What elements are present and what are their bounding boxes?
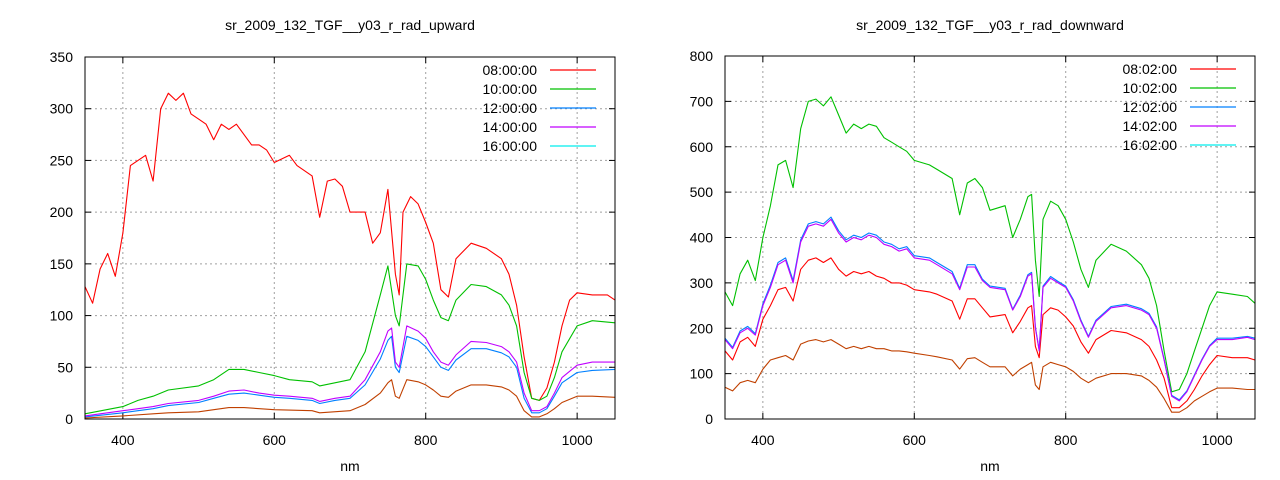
legend-label: 12:00:00	[483, 100, 538, 116]
chart-title: sr_2009_132_TGF__y03_r_rad_upward	[225, 17, 475, 33]
legend-item: 14:02:00	[1123, 118, 1236, 134]
legend-item: 08:02:00	[1123, 61, 1236, 77]
series-line-100200	[724, 96, 1256, 393]
series-line-120000	[84, 335, 616, 418]
legend: 08:00:00 10:00:00 12:00:00 14:00:00 16:00:00	[483, 62, 596, 154]
legend-label: 14:02:00	[1123, 118, 1178, 134]
legend-item: 14:00:00	[483, 119, 596, 135]
chart-downward: 0 100 200 300 400 500 600 700 800 400 600 800 1000 08…	[690, 17, 1256, 474]
y-tick-label: 600	[690, 139, 714, 155]
x-tick-label: 800	[414, 432, 438, 448]
legend-item: 12:02:00	[1123, 99, 1236, 115]
x-tick-label: 600	[903, 432, 927, 448]
legend-item: 08:00:00	[483, 62, 596, 78]
legend-label: 16:00:00	[483, 138, 538, 154]
y-tick-label: 250	[50, 152, 74, 168]
y-tick-label: 0	[705, 411, 713, 427]
plot-border	[84, 56, 616, 420]
series-line-080000	[84, 92, 616, 401]
legend-label: 14:00:00	[483, 119, 538, 135]
y-tick-label: 300	[50, 101, 74, 117]
y-tick-label: 50	[57, 359, 73, 375]
legend-label: 12:02:00	[1123, 99, 1178, 115]
plot-border	[724, 55, 1256, 420]
legend-item: 12:00:00	[483, 100, 596, 116]
y-tick-label: 0	[65, 411, 73, 427]
chart-upward: 0 50 100 150 200 250 300 350 400 600 800 1000 08:00:…	[50, 17, 616, 474]
y-tick-label: 300	[690, 275, 714, 291]
legend-label: 10:00:00	[483, 81, 538, 97]
x-tick-label: 600	[263, 432, 287, 448]
legend-label: 16:02:00	[1123, 137, 1178, 153]
y-tick-label: 150	[50, 256, 74, 272]
y-tick-label: 400	[690, 230, 714, 246]
y-tick-label: 800	[690, 48, 714, 64]
legend-label: 10:02:00	[1123, 80, 1178, 96]
legend-label: 08:02:00	[1123, 61, 1178, 77]
x-tick-label: 400	[751, 432, 775, 448]
legend-item: 16:00:00	[483, 138, 596, 154]
series-line-080200	[724, 257, 1256, 409]
y-tick-label: 350	[50, 49, 74, 65]
y-tick-label: 200	[50, 204, 74, 220]
legend-item: 16:02:00	[1123, 137, 1236, 153]
series-line-140000	[84, 325, 615, 417]
legend-item: 10:00:00	[483, 81, 596, 97]
y-tick-label: 100	[690, 366, 714, 382]
y-tick-label: 500	[690, 184, 714, 200]
y-tick-label: 700	[690, 93, 714, 109]
x-tick-label: 800	[1054, 432, 1078, 448]
series-line-140200	[724, 218, 1256, 402]
legend: 08:02:00 10:02:00 12:02:00 14:02:00 16:02:00	[1123, 61, 1236, 153]
x-tick-label: 1000	[562, 432, 593, 448]
y-tick-label: 200	[690, 320, 714, 336]
chart-title: sr_2009_132_TGF__y03_r_rad_downward	[856, 17, 1124, 33]
x-tick-label: 1000	[1202, 432, 1233, 448]
legend-item: 10:02:00	[1123, 80, 1236, 96]
x-axis-label: nm	[340, 458, 359, 474]
series-line-160000	[84, 379, 616, 419]
series-line-120200	[724, 216, 1256, 401]
x-tick-label: 400	[111, 432, 135, 448]
legend-label: 08:00:00	[483, 62, 538, 78]
series-line-100000	[84, 263, 616, 415]
series-line-160200	[724, 339, 1255, 413]
y-tick-label: 100	[50, 308, 74, 324]
x-axis-label: nm	[980, 458, 999, 474]
